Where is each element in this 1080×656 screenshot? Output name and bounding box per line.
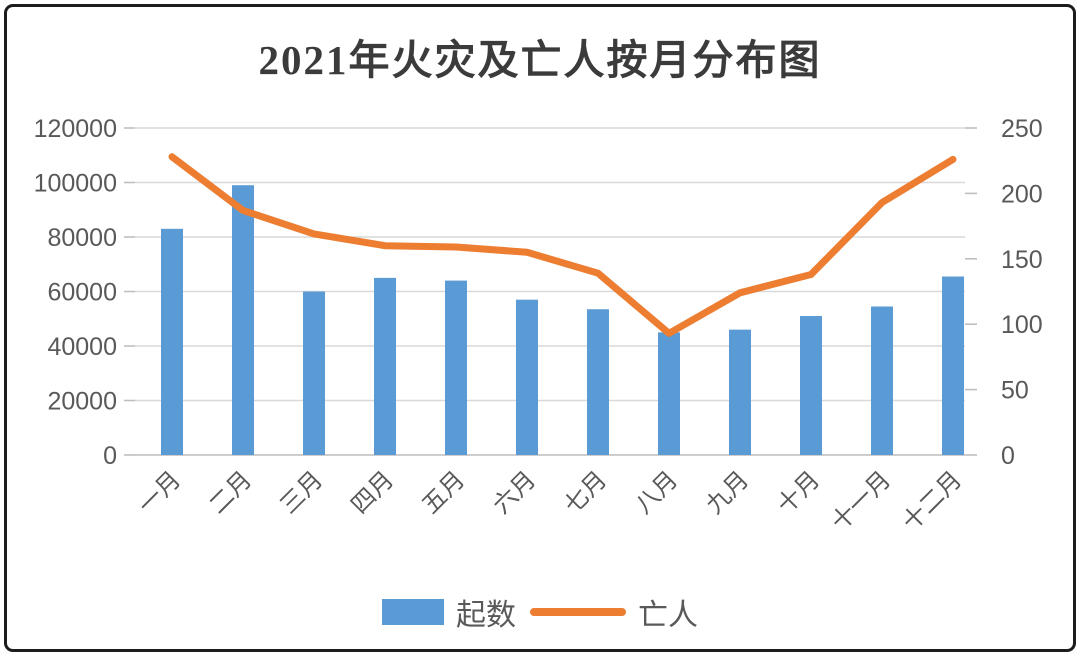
chart-title: 2021年火灾及亡人按月分布图: [258, 37, 822, 83]
left-axis-tick-label: 20000: [47, 388, 117, 416]
legend-item-fires: 起数: [382, 590, 516, 634]
legend-item-deaths: 亡人: [530, 590, 698, 634]
bar-十一月: [871, 306, 893, 455]
left-axis-tick-label: 100000: [34, 170, 117, 198]
x-axis-label-十一月: 十一月: [826, 466, 896, 536]
right-axis-tick-label: 50: [1001, 377, 1029, 405]
line-series-swatch-icon: [530, 608, 626, 616]
legend-label-fires: 起数: [456, 599, 516, 632]
x-axis-label-九月: 九月: [701, 466, 754, 519]
left-axis-tick-label: 60000: [47, 279, 117, 307]
bar-八月: [658, 332, 680, 455]
right-axis-tick-label: 150: [1001, 246, 1043, 274]
bar-十月: [800, 316, 822, 455]
bar-一月: [161, 228, 183, 455]
right-axis-tick-label: 0: [1001, 442, 1015, 470]
legend-label-deaths: 亡人: [638, 599, 698, 632]
x-axis-label-四月: 四月: [346, 466, 399, 519]
left-axis-tick-label: 120000: [34, 115, 117, 143]
x-axis-label-十二月: 十二月: [897, 466, 967, 536]
x-axis-label-十月: 十月: [772, 466, 825, 519]
bar-六月: [516, 299, 538, 455]
bar-series-swatch-icon: [382, 599, 444, 625]
bar-五月: [445, 280, 467, 455]
bar-九月: [729, 329, 751, 455]
right-axis-tick-label: 100: [1001, 311, 1043, 339]
x-axis-label-七月: 七月: [559, 466, 612, 519]
chart-legend: 起数 亡人: [0, 590, 1080, 634]
x-axis-label-三月: 三月: [275, 466, 328, 519]
line-series-亡人: [168, 153, 957, 337]
x-axis-label-一月: 一月: [133, 466, 186, 519]
left-axis-tick-label: 40000: [47, 333, 117, 361]
right-axis-tick-label: 250: [1001, 115, 1043, 143]
right-axis-tick-label: 200: [1001, 180, 1043, 208]
bar-四月: [374, 277, 396, 455]
bar-七月: [587, 309, 609, 455]
left-axis-tick-label: 80000: [47, 224, 117, 252]
bar-二月: [232, 185, 254, 455]
bar-三月: [303, 291, 325, 455]
x-axis-label-八月: 八月: [630, 466, 683, 519]
x-axis-label-二月: 二月: [204, 466, 257, 519]
left-axis-tick-label: 0: [103, 442, 117, 470]
x-axis-label-六月: 六月: [488, 466, 541, 519]
bar-十二月: [942, 276, 964, 455]
x-axis-label-五月: 五月: [417, 466, 470, 519]
